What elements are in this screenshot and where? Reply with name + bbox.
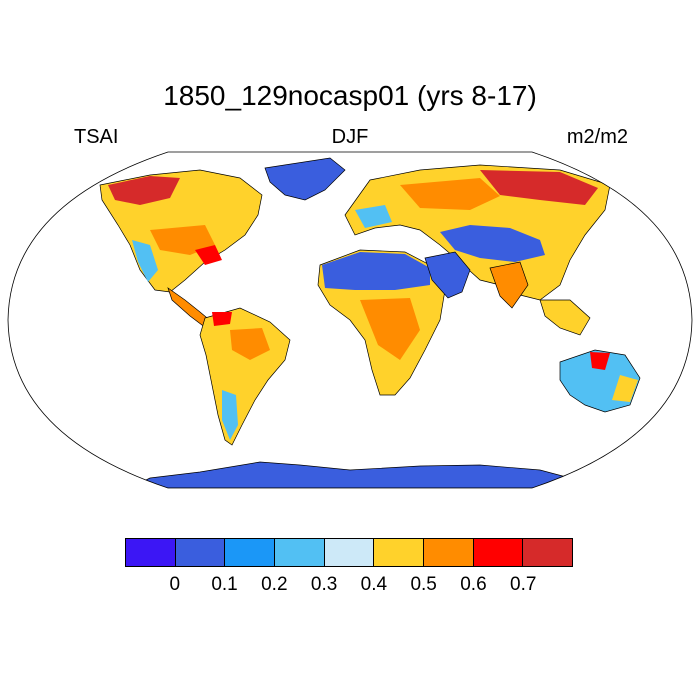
plot-title: 1850_129nocasp01 (yrs 8-17) — [163, 80, 537, 111]
sa-blue-south — [222, 390, 238, 440]
europe-blue — [355, 205, 392, 228]
na-red-north — [108, 176, 180, 205]
africa-orange — [360, 298, 420, 360]
colorbar-cell — [225, 539, 276, 566]
colorbar-cell — [473, 539, 524, 566]
na-blue-west — [132, 240, 158, 282]
asia-blue-desert — [440, 225, 545, 262]
colorbar — [125, 538, 573, 567]
arabia — [424, 251, 471, 299]
colorbar-tick-label: 0.4 — [360, 574, 388, 595]
units-label: m2/m2 — [566, 126, 628, 148]
colorbar-cell — [523, 539, 573, 566]
se-asia — [539, 299, 591, 336]
australia-red — [590, 352, 610, 370]
eurasia-orange — [400, 178, 500, 210]
na-orange-band — [150, 225, 215, 255]
variable-label: TSAI — [74, 126, 119, 148]
colorbar-cell — [324, 539, 375, 566]
sahara-blue — [322, 252, 430, 290]
antarctica — [129, 461, 591, 488]
greenland — [264, 157, 346, 201]
colorbar-tick-label: 0.2 — [261, 574, 288, 595]
colorbar-cell — [126, 539, 176, 566]
south-america — [199, 307, 291, 446]
colorbar-cell — [374, 539, 425, 566]
colorbar-cell — [424, 539, 474, 566]
sa-red-north — [212, 312, 232, 326]
colorbar-tick-label: 0 — [169, 574, 181, 595]
colorbar-tick-label: 0.5 — [410, 574, 437, 595]
colorbar-cell — [275, 539, 325, 566]
colorbar-tick-label: 0.3 — [310, 574, 338, 595]
na-red-east — [195, 245, 222, 265]
map-boundary — [7, 151, 693, 489]
india — [489, 261, 529, 309]
colorbar-tick-label: 0.6 — [460, 574, 487, 595]
colorbar-tick-label: 0.7 — [510, 574, 537, 595]
sa-orange — [230, 328, 270, 360]
colorbar-tick-label: 0.1 — [211, 574, 238, 595]
season-label: DJF — [331, 126, 369, 148]
colorbar-cell — [175, 539, 226, 566]
australia-yellow — [612, 375, 638, 402]
eurasia-red-north — [480, 170, 598, 205]
